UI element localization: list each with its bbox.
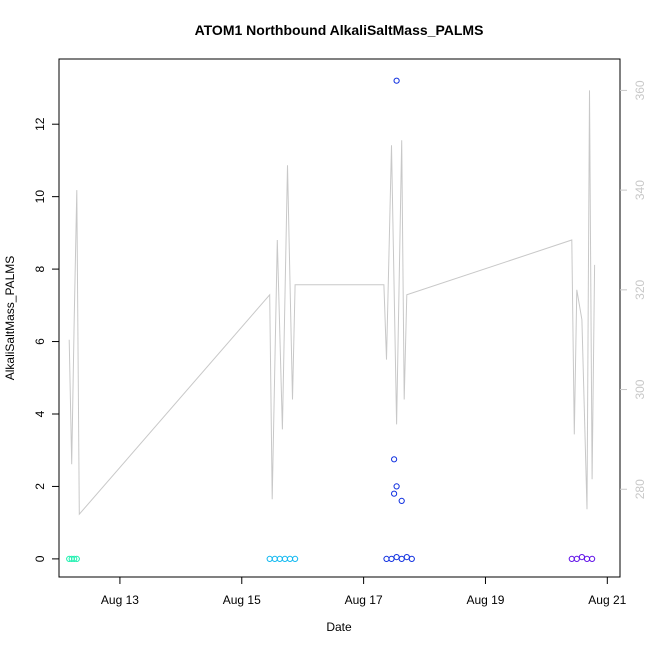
data-point <box>568 555 575 563</box>
y2-tick-label: 320 <box>633 279 647 299</box>
data-point <box>393 77 400 84</box>
y2-tick-label: 300 <box>633 379 647 399</box>
data-point <box>391 456 398 463</box>
data-point <box>408 555 415 563</box>
data-point <box>388 555 395 563</box>
y2-tick-label: 340 <box>633 180 647 200</box>
data-point <box>73 555 80 563</box>
x-tick-label: Aug 17 <box>345 593 383 607</box>
x-tick-label: Aug 15 <box>223 593 261 607</box>
y-tick-label: 0 <box>33 555 47 562</box>
data-point <box>281 555 288 563</box>
y2-tick-label: 360 <box>633 80 647 100</box>
data-point <box>383 555 390 563</box>
secondary-line-path <box>68 90 596 516</box>
data-point <box>589 555 596 563</box>
y-tick-label: 10 <box>33 190 47 204</box>
plot-frame <box>58 58 621 578</box>
data-point <box>573 555 580 563</box>
x-tick-label: Aug 19 <box>466 593 504 607</box>
data-point <box>398 497 405 504</box>
data-point <box>398 555 405 563</box>
x-tick-label: Aug 13 <box>101 593 139 607</box>
data-point <box>391 490 398 497</box>
y-tick-label: 8 <box>33 265 47 272</box>
x-tick-label: Aug 21 <box>588 593 626 607</box>
scatter-points <box>66 77 596 563</box>
data-point <box>583 555 591 563</box>
data-point <box>578 554 586 561</box>
data-point <box>276 555 283 563</box>
data-point <box>393 483 400 490</box>
y-axis-label: AlkaliSaltMass_PALMS <box>3 256 17 381</box>
y-tick-label: 4 <box>33 410 47 417</box>
secondary-line <box>68 90 596 516</box>
y-axis-left: 0 2 4 6 8 10 12 <box>33 117 59 562</box>
y2-tick-label: 280 <box>633 479 647 499</box>
data-point <box>71 555 78 563</box>
data-point <box>271 555 278 563</box>
y-axis-right: 280 300 320 340 360 <box>620 80 647 499</box>
y-tick-label: 6 <box>33 338 47 345</box>
data-point <box>286 555 294 563</box>
y-tick-label: 12 <box>33 117 47 131</box>
x-axis: Aug 13 Aug 15 Aug 17 Aug 19 Aug 21 <box>101 577 627 607</box>
y-tick-label: 2 <box>33 483 47 490</box>
x-axis-label: Date <box>326 620 352 634</box>
chart-title: ATOM1 Northbound AlkaliSaltMass_PALMS <box>195 22 484 38</box>
data-point <box>393 554 400 561</box>
data-point <box>292 555 299 563</box>
data-point <box>403 554 410 561</box>
data-point <box>266 555 273 563</box>
